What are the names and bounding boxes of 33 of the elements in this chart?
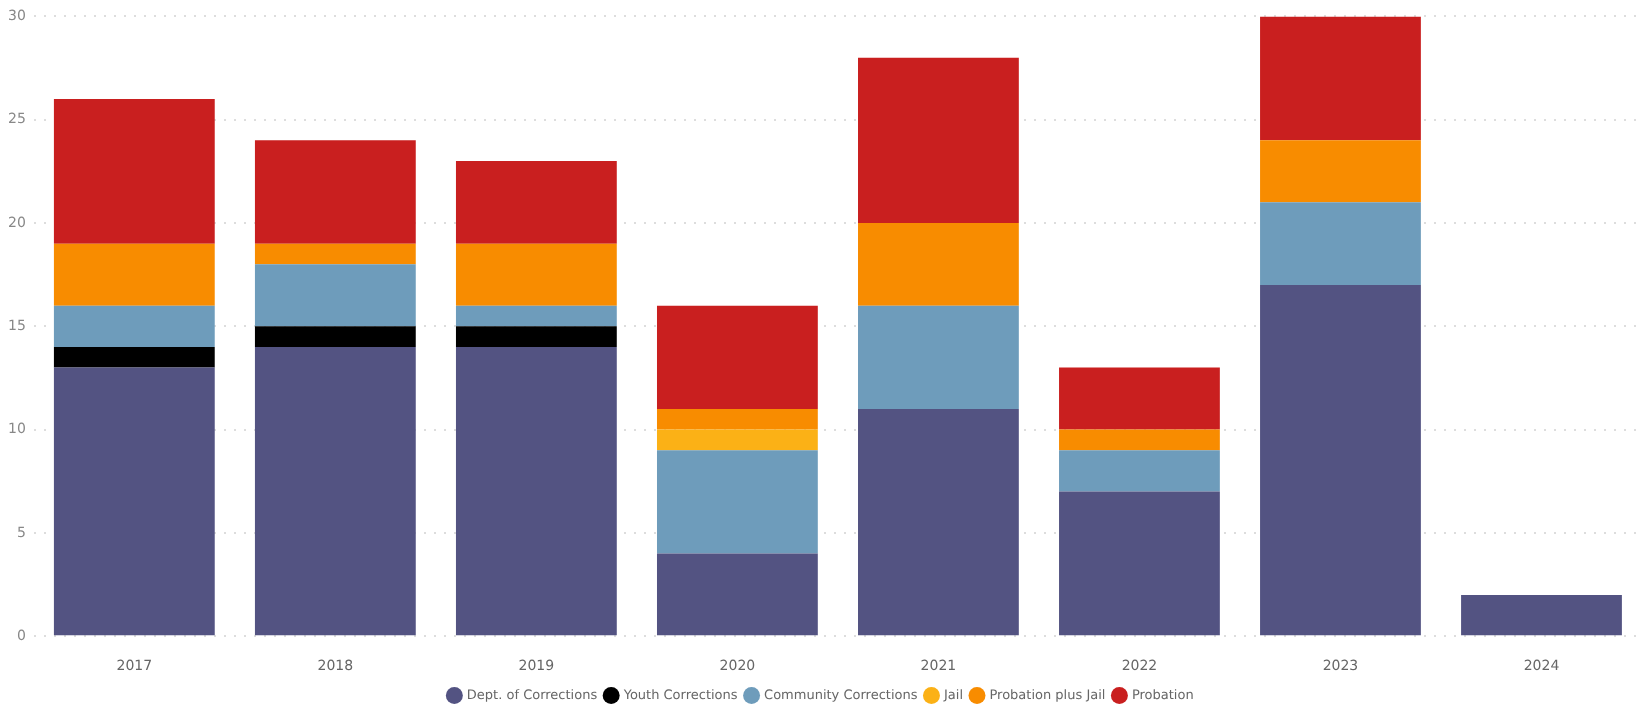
bar [656,450,818,554]
bar [254,264,416,327]
bar [656,305,818,409]
bar [53,243,215,306]
bar [53,367,215,636]
bar [1059,367,1220,430]
bar [53,346,215,368]
bar [858,223,1019,306]
bar [254,346,416,636]
bar [656,429,818,451]
bar [455,305,617,327]
bar [1260,202,1421,285]
bar [858,408,1019,636]
bar [656,408,818,430]
bar [254,326,416,347]
bar [455,346,617,636]
bar [1461,594,1622,636]
bar [1260,140,1421,203]
bar [1260,284,1421,636]
bar [1260,16,1421,141]
bar [1059,491,1220,636]
bar [656,553,818,636]
bar [858,57,1019,223]
bar [858,305,1019,409]
bar [254,140,416,244]
bar [1059,450,1220,492]
bar [254,243,416,265]
bar [1059,429,1220,451]
bar [455,326,617,347]
bar [53,99,215,244]
bar [455,161,617,244]
bar [455,243,617,306]
bar [53,305,215,347]
